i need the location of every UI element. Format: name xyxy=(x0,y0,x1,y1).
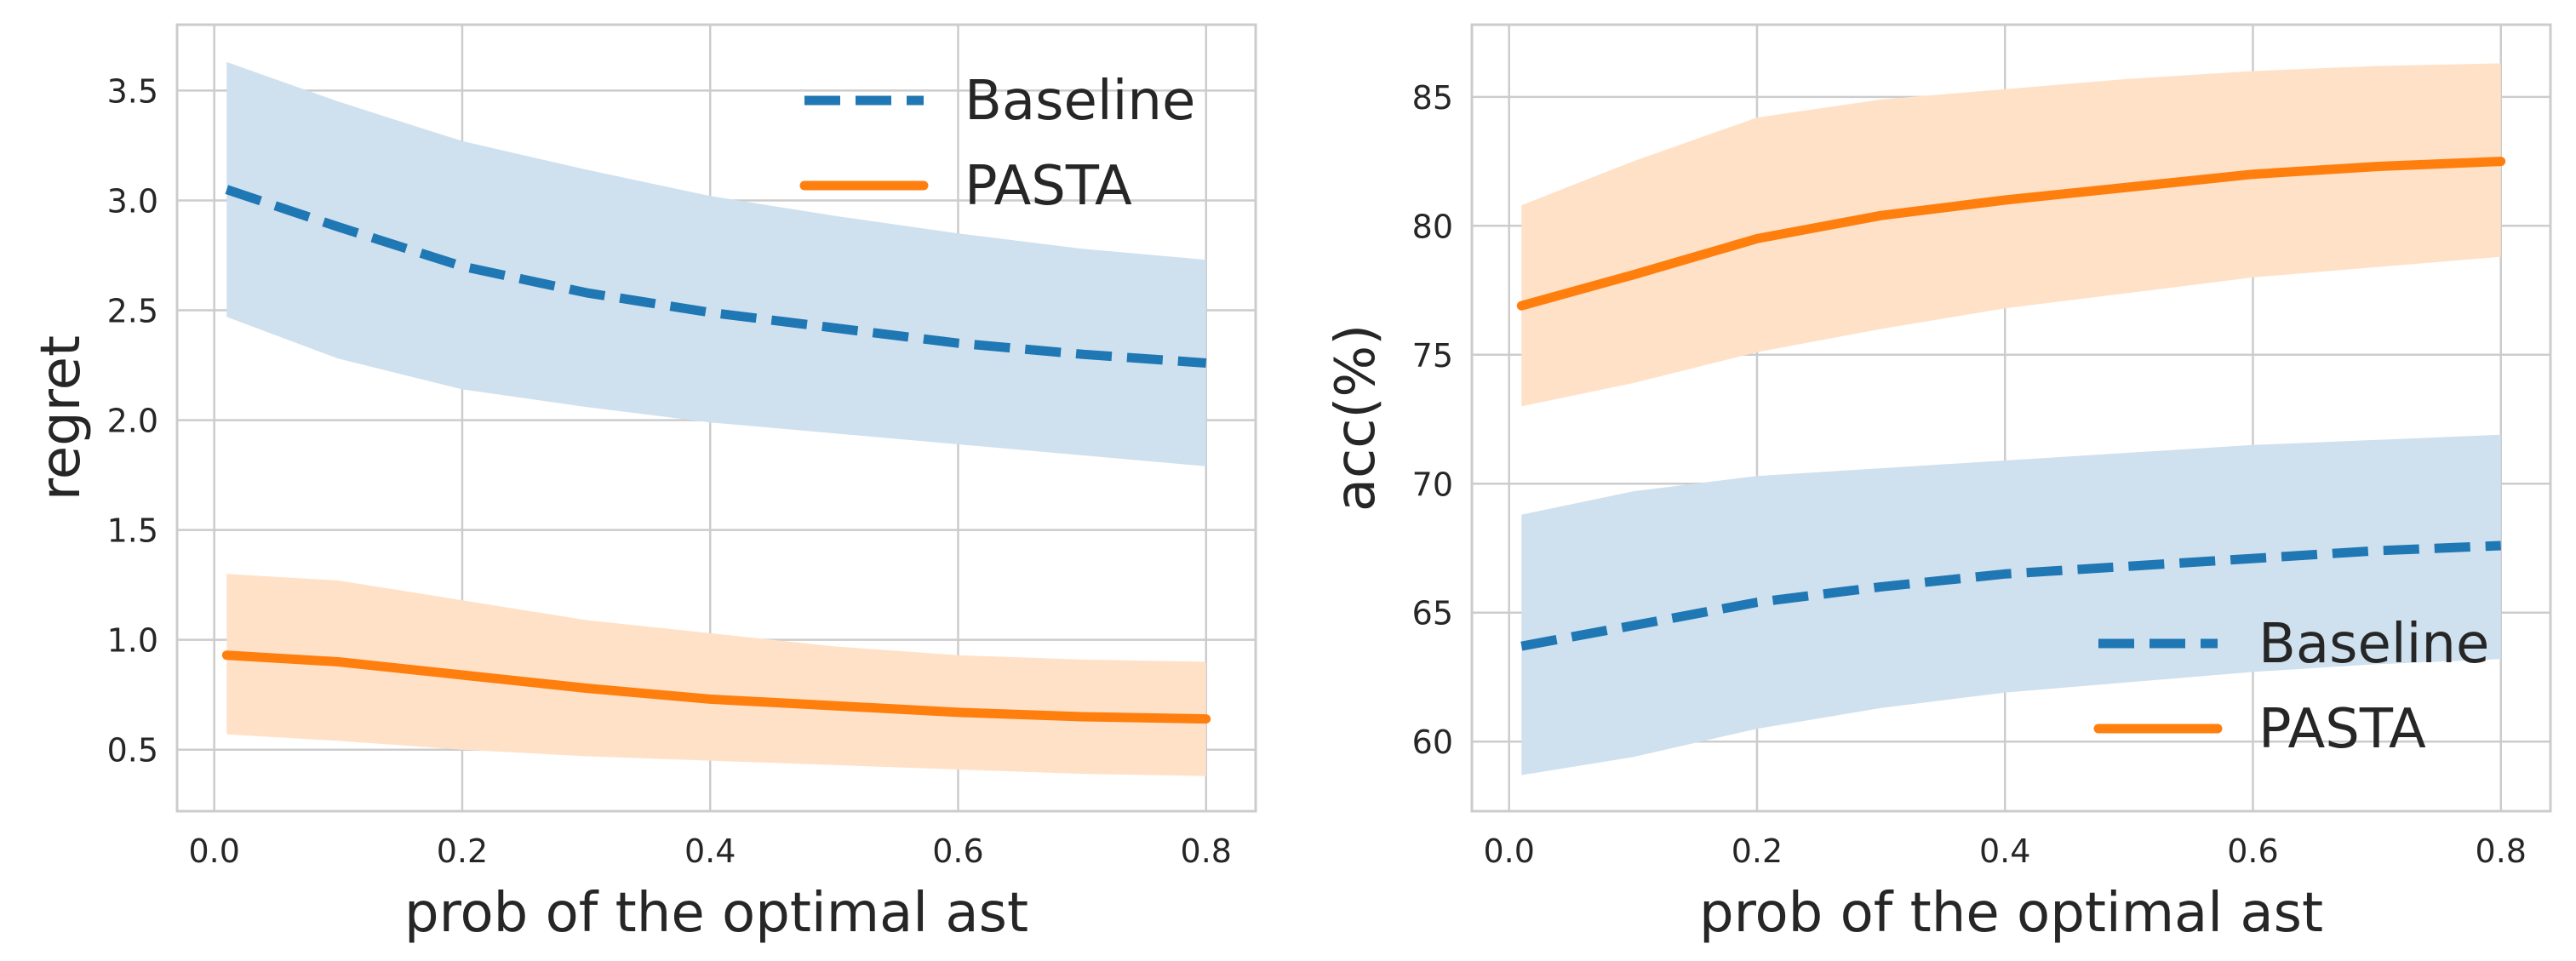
y-tick-label: 1.0 xyxy=(107,622,158,660)
legend-label-baseline: Baseline xyxy=(965,70,1195,133)
y-tick-label: 85 xyxy=(1412,79,1453,117)
y-tick-label: 75 xyxy=(1412,337,1453,375)
x-tick-label: 0.8 xyxy=(1181,832,1232,870)
x-tick-label: 0.4 xyxy=(684,832,736,870)
x-tick-label: 0.2 xyxy=(1732,832,1783,870)
x-tick-label: 0.8 xyxy=(2476,832,2527,870)
y-tick-label: 70 xyxy=(1412,466,1453,503)
series-line-baseline xyxy=(1520,541,2501,651)
x-tick-label: 0.6 xyxy=(2227,832,2278,870)
y-tick-label: 65 xyxy=(1412,595,1453,632)
confidence-band-pasta xyxy=(1521,63,2501,407)
legend-label-pasta: PASTA xyxy=(965,155,1132,218)
x-tick-label: 0.0 xyxy=(188,832,239,870)
y-tick-label: 3.5 xyxy=(107,72,158,110)
series-line-baseline xyxy=(225,185,1207,368)
chart-2: 0.0 0.2 0.4 0.6 0.8 60 65 70 75 80 85 prob of the o… xyxy=(1325,23,2552,945)
plot-frame xyxy=(1470,23,2552,813)
y-tick-label: 2.5 xyxy=(107,293,158,330)
y-tick-label: 2.0 xyxy=(107,403,158,440)
series-line-pasta xyxy=(221,650,1211,724)
y-tick-label: 3.0 xyxy=(107,182,158,220)
legend-label-pasta: PASTA xyxy=(2258,698,2426,761)
y-tick-label: 60 xyxy=(1412,724,1453,761)
legend: Baseline PASTA xyxy=(799,70,1195,218)
x-tick-label: 0.0 xyxy=(1483,832,1534,870)
confidence-band-pasta xyxy=(226,574,1206,776)
legend-label-baseline: Baseline xyxy=(2258,613,2489,676)
x-axis-label: prob of the optimal ast xyxy=(1699,882,2323,945)
y-tick-label: 1.5 xyxy=(107,512,158,550)
x-axis-label: prob of the optimal ast xyxy=(404,882,1028,945)
x-tick-label: 0.6 xyxy=(932,832,983,870)
confidence-band-baseline xyxy=(1521,434,2501,775)
y-axis-label: regret xyxy=(30,335,93,501)
legend: Baseline PASTA xyxy=(2093,613,2489,761)
y-tick-label: 80 xyxy=(1412,208,1453,245)
confidence-band-baseline xyxy=(226,61,1206,466)
x-tick-label: 0.4 xyxy=(1979,832,2030,870)
series-line-pasta xyxy=(1516,157,2506,311)
y-tick-label: 0.5 xyxy=(107,732,158,769)
plot-frame xyxy=(175,23,1257,813)
y-axis-label: acc(%) xyxy=(1325,324,1388,512)
chart-1: 0.0 0.2 0.4 0.6 0.8 0.5 1.0 1.5 2.0 2.5 3.0 3.5 prob… xyxy=(30,23,1257,945)
x-tick-label: 0.2 xyxy=(437,832,488,870)
